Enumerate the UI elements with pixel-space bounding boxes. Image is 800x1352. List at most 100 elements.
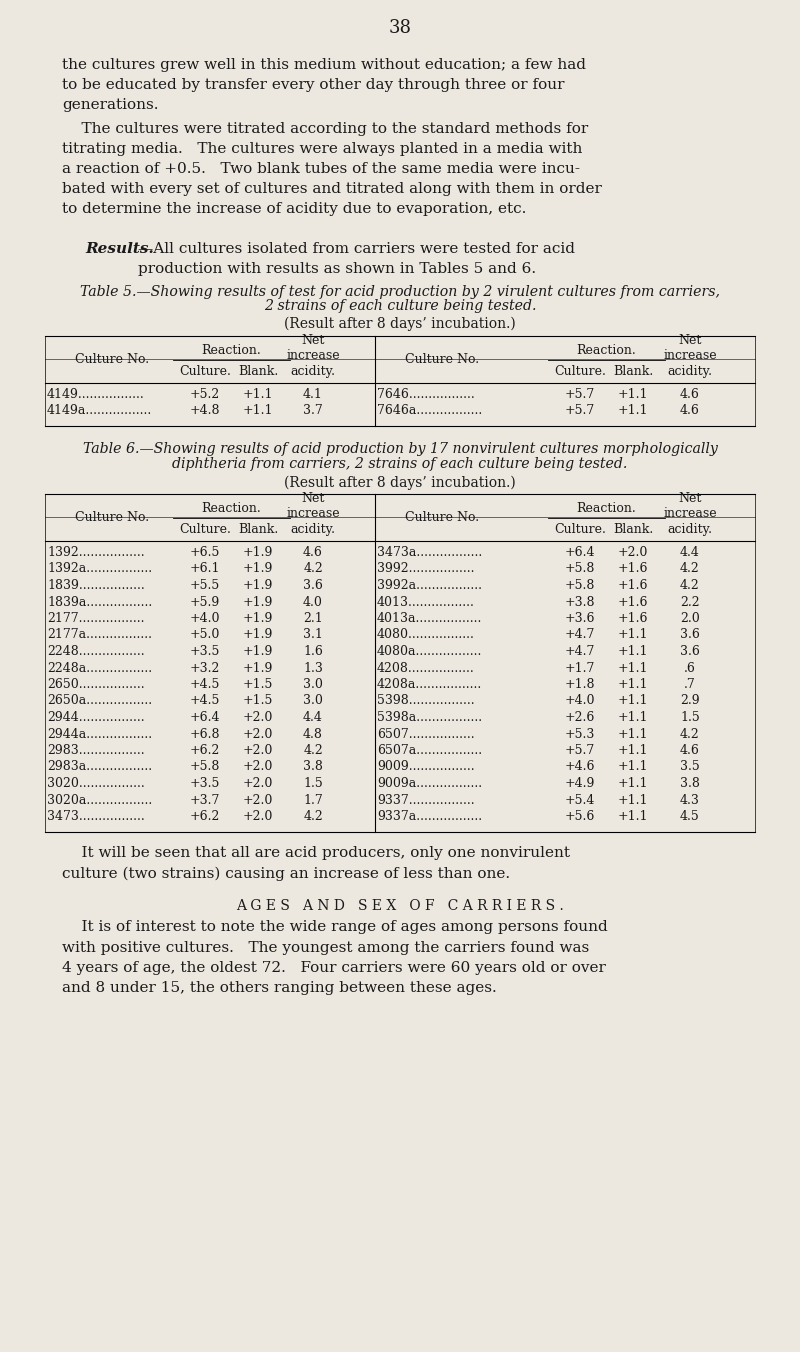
Text: 2177a.................: 2177a................. bbox=[47, 629, 152, 641]
Text: +1.1: +1.1 bbox=[618, 388, 648, 402]
Text: 6507a.................: 6507a................. bbox=[377, 744, 482, 757]
Text: +4.0: +4.0 bbox=[190, 612, 220, 625]
Text: Table 5.—Showing results of test for acid production by 2 virulent cultures from: Table 5.—Showing results of test for aci… bbox=[80, 285, 720, 299]
Text: Reaction.: Reaction. bbox=[577, 502, 636, 515]
Text: 4.6: 4.6 bbox=[680, 388, 700, 402]
Text: 4.2: 4.2 bbox=[303, 562, 323, 576]
Text: 3.1: 3.1 bbox=[303, 629, 323, 641]
Text: Culture No.: Culture No. bbox=[405, 353, 479, 366]
Text: 4.2: 4.2 bbox=[680, 727, 700, 741]
Text: 1.7: 1.7 bbox=[303, 794, 323, 807]
Text: +1.6: +1.6 bbox=[618, 595, 648, 608]
Text: +5.3: +5.3 bbox=[565, 727, 595, 741]
Text: +1.1: +1.1 bbox=[618, 727, 648, 741]
Text: +6.8: +6.8 bbox=[190, 727, 220, 741]
Text: 4.2: 4.2 bbox=[303, 810, 323, 823]
Text: +6.4: +6.4 bbox=[565, 546, 595, 558]
Text: +1.9: +1.9 bbox=[243, 562, 273, 576]
Text: Culture.: Culture. bbox=[554, 365, 606, 379]
Text: 4.0: 4.0 bbox=[303, 595, 323, 608]
Text: Blank.: Blank. bbox=[238, 365, 278, 379]
Text: +1.8: +1.8 bbox=[565, 677, 595, 691]
Text: +3.5: +3.5 bbox=[190, 645, 220, 658]
Text: 9009a.................: 9009a................. bbox=[377, 777, 482, 790]
Text: Net
increase
acidity.: Net increase acidity. bbox=[286, 334, 340, 377]
Text: +2.0: +2.0 bbox=[243, 777, 273, 790]
Text: +5.6: +5.6 bbox=[565, 810, 595, 823]
Text: 2650a.................: 2650a................. bbox=[47, 695, 152, 707]
Text: +4.5: +4.5 bbox=[190, 695, 220, 707]
Text: 2944a.................: 2944a................. bbox=[47, 727, 152, 741]
Text: +2.0: +2.0 bbox=[243, 794, 273, 807]
Text: +5.5: +5.5 bbox=[190, 579, 220, 592]
Text: 1839a.................: 1839a................. bbox=[47, 595, 152, 608]
Text: 1.5: 1.5 bbox=[680, 711, 700, 725]
Text: +5.7: +5.7 bbox=[565, 388, 595, 402]
Text: 4.5: 4.5 bbox=[680, 810, 700, 823]
Text: 2983.................: 2983................. bbox=[47, 744, 145, 757]
Text: 2 strains of each culture being tested.: 2 strains of each culture being tested. bbox=[264, 299, 536, 314]
Text: +1.1: +1.1 bbox=[618, 404, 648, 418]
Text: 4080a.................: 4080a................. bbox=[377, 645, 482, 658]
Text: +1.1: +1.1 bbox=[618, 661, 648, 675]
Text: +1.1: +1.1 bbox=[618, 794, 648, 807]
Text: 4.6: 4.6 bbox=[303, 546, 323, 558]
Text: +6.2: +6.2 bbox=[190, 810, 220, 823]
Text: 3992a.................: 3992a................. bbox=[377, 579, 482, 592]
Text: +5.8: +5.8 bbox=[190, 760, 220, 773]
Text: +1.1: +1.1 bbox=[618, 645, 648, 658]
Text: 4208a.................: 4208a................. bbox=[377, 677, 482, 691]
Text: 4013.................: 4013................. bbox=[377, 595, 475, 608]
Text: +2.0: +2.0 bbox=[243, 711, 273, 725]
Text: 3473a.................: 3473a................. bbox=[377, 546, 482, 558]
Text: 1839.................: 1839................. bbox=[47, 579, 145, 592]
Text: 2177.................: 2177................. bbox=[47, 612, 145, 625]
Text: Results.: Results. bbox=[85, 242, 154, 256]
Text: (Result after 8 days’ incubation.): (Result after 8 days’ incubation.) bbox=[284, 316, 516, 331]
Text: +1.7: +1.7 bbox=[565, 661, 595, 675]
Text: .6: .6 bbox=[684, 661, 696, 675]
Text: Blank.: Blank. bbox=[613, 365, 653, 379]
Text: +1.9: +1.9 bbox=[243, 661, 273, 675]
Text: 4208.................: 4208................. bbox=[377, 661, 474, 675]
Text: +2.0: +2.0 bbox=[243, 727, 273, 741]
Text: +1.1: +1.1 bbox=[618, 760, 648, 773]
Text: Culture No.: Culture No. bbox=[405, 511, 479, 525]
Text: 4.6: 4.6 bbox=[680, 404, 700, 418]
Text: 3.7: 3.7 bbox=[303, 404, 323, 418]
Text: +1.1: +1.1 bbox=[618, 629, 648, 641]
Text: +1.1: +1.1 bbox=[618, 695, 648, 707]
Text: 38: 38 bbox=[389, 19, 411, 37]
Text: 3.5: 3.5 bbox=[680, 760, 700, 773]
Text: 1392.................: 1392................. bbox=[47, 546, 145, 558]
Text: 4.2: 4.2 bbox=[303, 744, 323, 757]
Text: +1.1: +1.1 bbox=[618, 677, 648, 691]
Text: Reaction.: Reaction. bbox=[202, 502, 262, 515]
Text: +2.0: +2.0 bbox=[618, 546, 648, 558]
Text: +5.7: +5.7 bbox=[565, 404, 595, 418]
Text: 3.8: 3.8 bbox=[303, 760, 323, 773]
Text: 4.3: 4.3 bbox=[680, 794, 700, 807]
Text: the cultures grew well in this medium without education; a few had
to be educate: the cultures grew well in this medium wi… bbox=[62, 58, 586, 112]
Text: +6.4: +6.4 bbox=[190, 711, 220, 725]
Text: +1.1: +1.1 bbox=[618, 777, 648, 790]
Text: 4.6: 4.6 bbox=[680, 744, 700, 757]
Text: +1.9: +1.9 bbox=[243, 595, 273, 608]
Text: +3.8: +3.8 bbox=[565, 595, 595, 608]
Text: 3.0: 3.0 bbox=[303, 677, 323, 691]
Text: 3020.................: 3020................. bbox=[47, 777, 145, 790]
Text: +2.0: +2.0 bbox=[243, 810, 273, 823]
Text: +4.9: +4.9 bbox=[565, 777, 595, 790]
Text: +2.0: +2.0 bbox=[243, 760, 273, 773]
Text: +1.6: +1.6 bbox=[618, 579, 648, 592]
Text: 2944.................: 2944................. bbox=[47, 711, 145, 725]
Text: 4149a.................: 4149a................. bbox=[47, 404, 152, 418]
Text: +4.0: +4.0 bbox=[565, 695, 595, 707]
Text: 5398.................: 5398................. bbox=[377, 695, 474, 707]
Text: 5398a.................: 5398a................. bbox=[377, 711, 482, 725]
Text: Culture No.: Culture No. bbox=[75, 511, 149, 525]
Text: Table 6.—Showing results of acid production by 17 nonvirulent cultures morpholog: Table 6.—Showing results of acid product… bbox=[82, 442, 718, 456]
Text: diphtheria from carriers, 2 strains of each culture being tested.: diphtheria from carriers, 2 strains of e… bbox=[172, 457, 628, 470]
Text: +5.4: +5.4 bbox=[565, 794, 595, 807]
Text: +1.9: +1.9 bbox=[243, 546, 273, 558]
